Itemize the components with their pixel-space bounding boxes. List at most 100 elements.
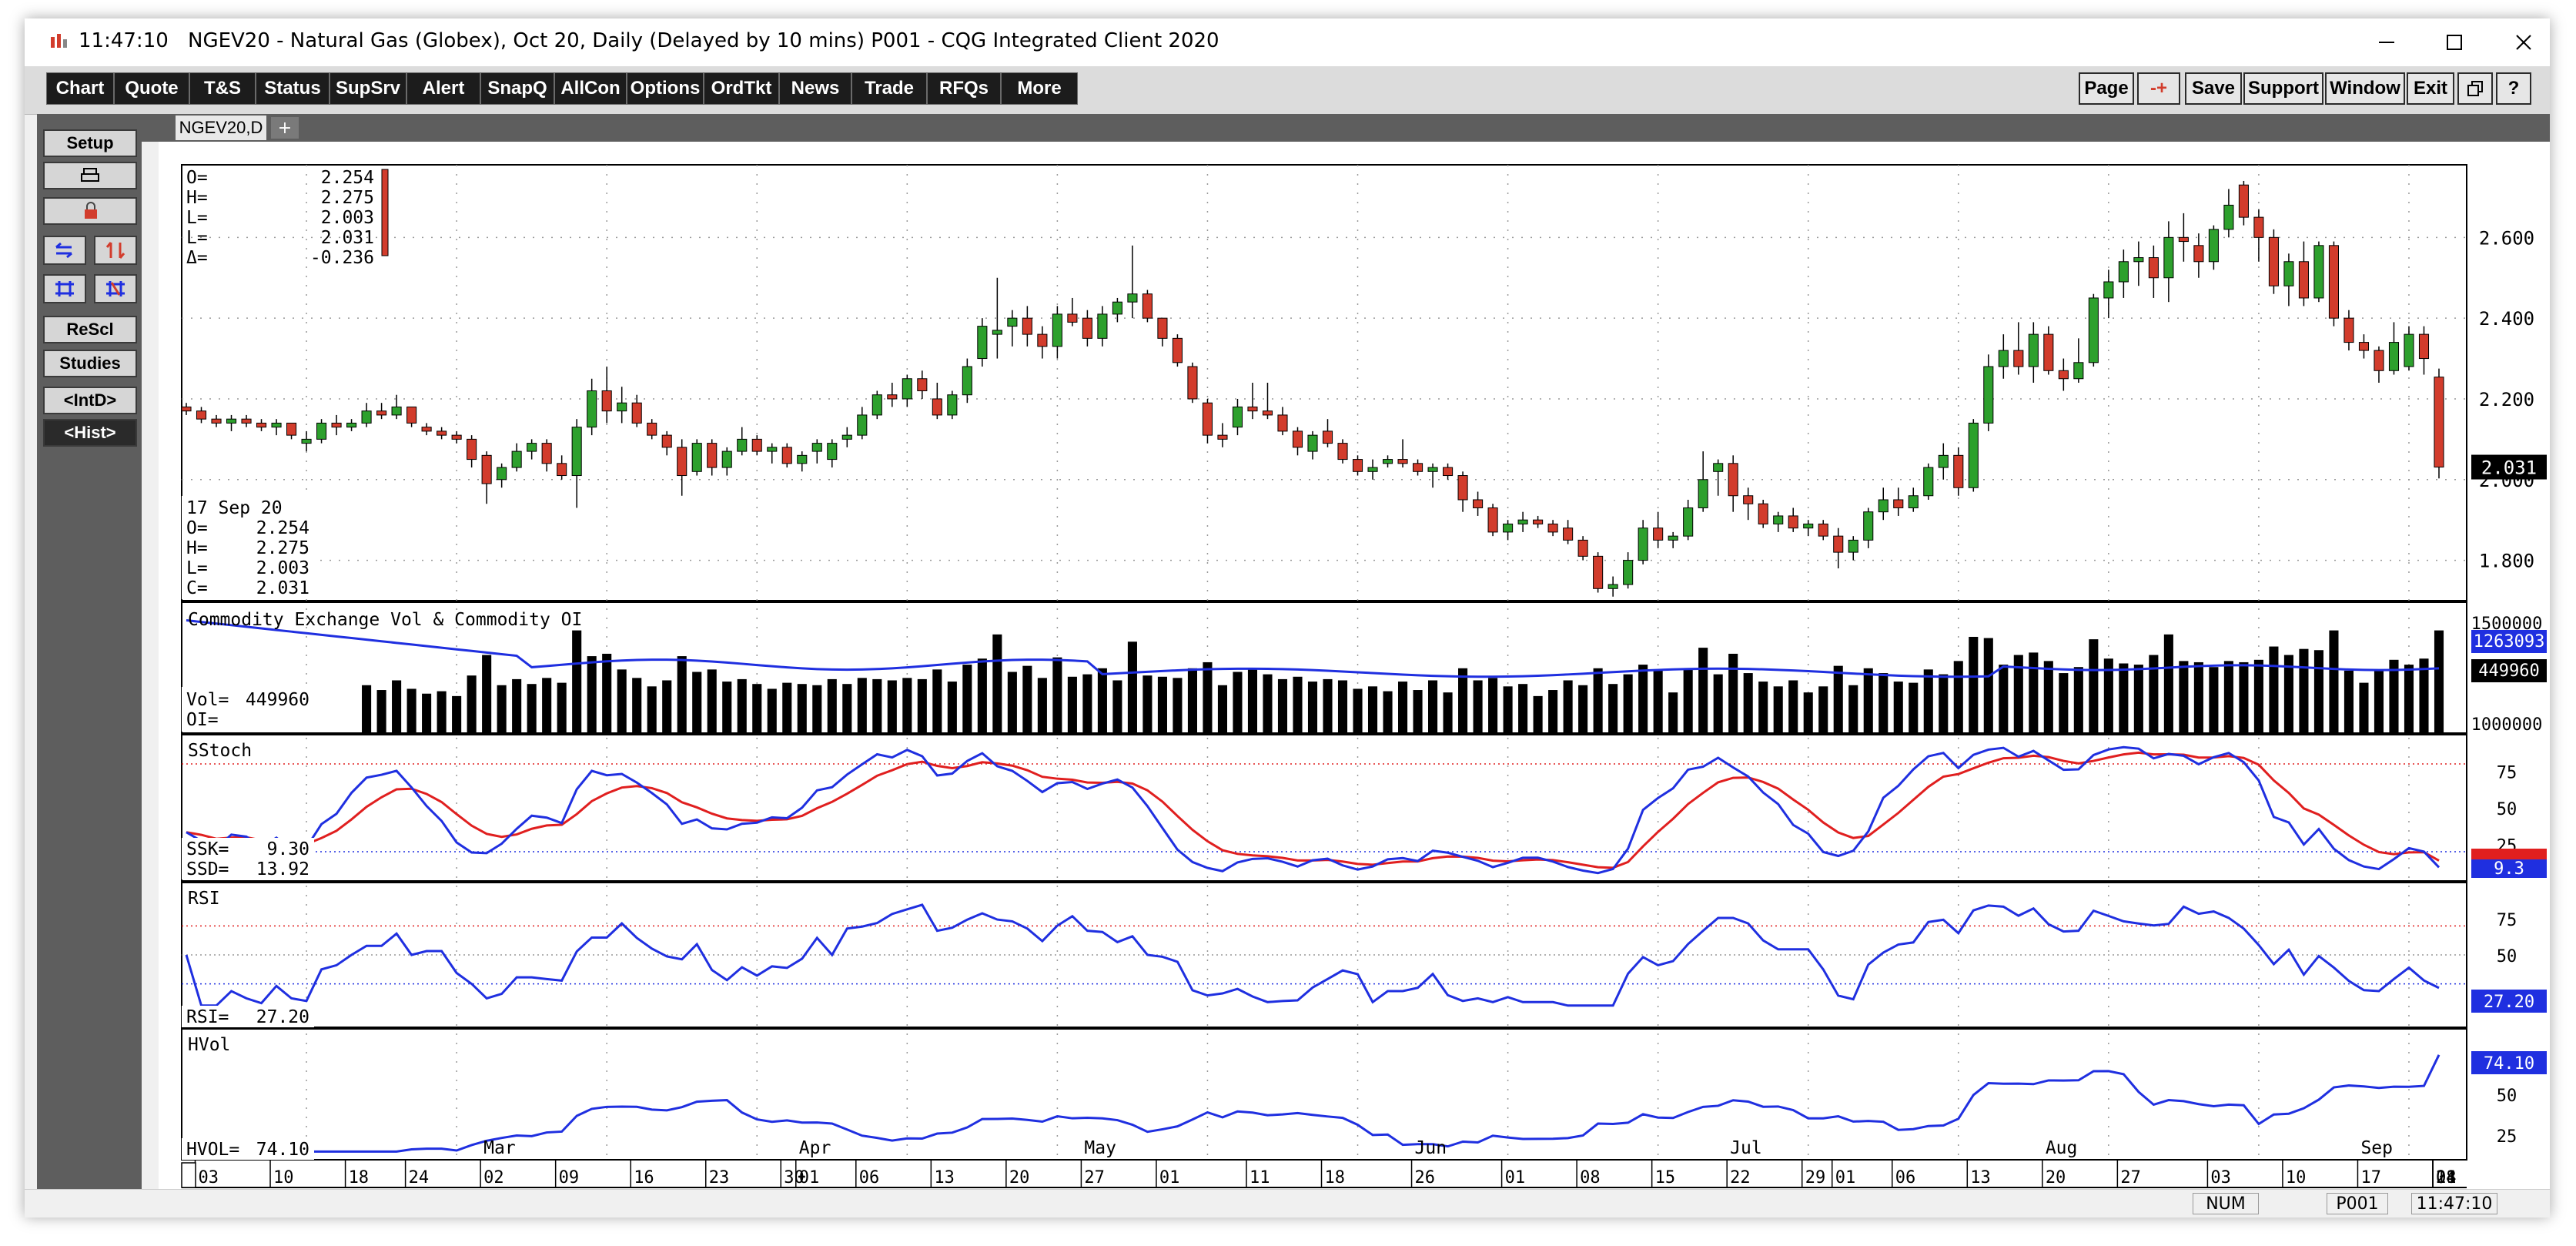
chart-area[interactable]: 2.600 2.400 2.200 2.000 1.800 O= 2.254 H= 2.275 L… — [159, 142, 2550, 1189]
tab-ngev20-daily[interactable]: NGEV20,D — [176, 116, 266, 140]
candle-body — [1878, 499, 1889, 513]
studies-button[interactable]: Studies — [43, 350, 137, 377]
candle-body — [1607, 584, 1618, 589]
x-tick-label: 27 — [2120, 1168, 2141, 1187]
oi-tag — [2471, 630, 2547, 653]
chart-button[interactable]: Chart — [46, 72, 114, 105]
volume-bar — [1397, 682, 1408, 733]
candle-body — [1653, 528, 1664, 541]
last-price-tag — [2471, 454, 2547, 480]
volume-bar — [2269, 646, 2279, 733]
candle-body — [1968, 422, 1979, 488]
volume-bar — [1593, 668, 1603, 733]
volume-bar — [1638, 665, 1648, 733]
zoom-button[interactable]: -+ — [2137, 72, 2180, 105]
exit-button[interactable]: Exit — [2407, 72, 2454, 105]
more-button[interactable]: More — [1001, 72, 1078, 105]
volume-bar — [2103, 658, 2113, 733]
minimize-icon[interactable] — [2348, 23, 2425, 62]
candle-body — [2283, 261, 2294, 286]
allcon-button[interactable]: AllCon — [554, 72, 627, 105]
volume-bar — [1458, 668, 1468, 733]
ts-button[interactable]: T&S — [189, 72, 256, 105]
hist-button[interactable]: <Hist> — [43, 419, 137, 447]
candle-body — [2013, 350, 2024, 367]
printer-icon[interactable] — [43, 162, 137, 189]
lock-icon[interactable] — [43, 197, 137, 225]
news-button[interactable]: News — [779, 72, 851, 105]
candle-body — [421, 427, 432, 432]
volume-bar — [2329, 630, 2339, 733]
volume-bar — [1413, 690, 1423, 733]
x-tick-label: 10 — [2286, 1168, 2307, 1187]
options-button[interactable]: Options — [627, 72, 704, 105]
quote-field-value: 2.003 — [321, 208, 374, 228]
page-button[interactable]: Page — [2079, 72, 2134, 105]
expand-icon[interactable] — [94, 274, 137, 303]
ordtkt-button[interactable]: OrdTkt — [704, 72, 779, 105]
toolbar: Chart Quote T&S Status SupSrv Alert Snap… — [25, 66, 2550, 115]
month-label: Jun — [1415, 1138, 1447, 1158]
candle-body — [1307, 434, 1318, 452]
pane-st — [181, 734, 2467, 882]
ssd-label: SSD= — [186, 859, 229, 879]
candle-body — [226, 418, 237, 424]
status-button[interactable]: Status — [256, 72, 330, 105]
rescale-button[interactable]: ReScl — [43, 316, 137, 343]
candle-body — [437, 430, 447, 436]
volume-bar — [797, 684, 807, 733]
volume-bar — [527, 684, 537, 733]
scroll-right-icon[interactable] — [94, 236, 137, 265]
x-tick-label: 09 — [559, 1168, 580, 1187]
volume-bar — [1187, 668, 1197, 733]
window-button[interactable]: Window — [2325, 72, 2405, 105]
help-icon[interactable]: ? — [2496, 72, 2531, 105]
candle-body — [497, 467, 507, 481]
quote-button[interactable]: Quote — [114, 72, 189, 105]
quote-field-value: -0.236 — [310, 248, 374, 268]
intd-button[interactable]: <IntD> — [43, 387, 137, 414]
candle-body — [1187, 366, 1198, 400]
candle-body — [2358, 342, 2370, 351]
candle-body — [571, 427, 582, 477]
num-indicator: NUM — [2193, 1193, 2259, 1214]
volume-bar — [692, 672, 702, 733]
add-tab-button[interactable]: + — [271, 117, 299, 139]
volume-bar — [1263, 674, 1273, 733]
volume-bar — [1743, 673, 1753, 733]
candle-body — [301, 438, 312, 444]
candle-body — [481, 454, 492, 484]
restore-icon[interactable] — [2457, 72, 2493, 105]
hvol-value: 74.10 — [256, 1140, 309, 1160]
sstoch-title-tick: 75 — [2497, 764, 2517, 783]
candle-body — [1202, 402, 1213, 436]
candle-body — [871, 394, 882, 416]
rsi-title-tick: 75 — [2497, 911, 2517, 930]
scroll-left-icon[interactable] — [43, 236, 86, 265]
volume-bar — [1608, 684, 1618, 733]
volume-bar — [857, 678, 867, 733]
supsrv-button[interactable]: SupSrv — [330, 72, 406, 105]
rsi-value: 27.20 — [256, 1007, 309, 1027]
volume-bar — [1112, 680, 1122, 733]
close-icon[interactable] — [2485, 23, 2562, 62]
trade-button[interactable]: Trade — [851, 72, 927, 105]
volume-bar — [2043, 661, 2053, 733]
volume-bar — [1293, 676, 1303, 733]
maximize-icon[interactable] — [2416, 23, 2493, 62]
snapq-button[interactable]: SnapQ — [480, 72, 554, 105]
volume-bar — [932, 669, 942, 733]
vol-tag-value: 449960 — [2478, 662, 2539, 681]
rfqs-button[interactable]: RFQs — [927, 72, 1001, 105]
candle-body — [1623, 560, 1634, 585]
candle-body — [917, 378, 928, 391]
alert-button[interactable]: Alert — [406, 72, 480, 105]
candle-body — [887, 394, 898, 400]
volume-bar — [1788, 680, 1798, 733]
support-button[interactable]: Support — [2243, 72, 2323, 105]
setup-button[interactable]: Setup — [43, 129, 137, 157]
candle-body — [857, 414, 868, 436]
save-button[interactable]: Save — [2185, 72, 2242, 105]
compress-icon[interactable] — [43, 274, 86, 303]
